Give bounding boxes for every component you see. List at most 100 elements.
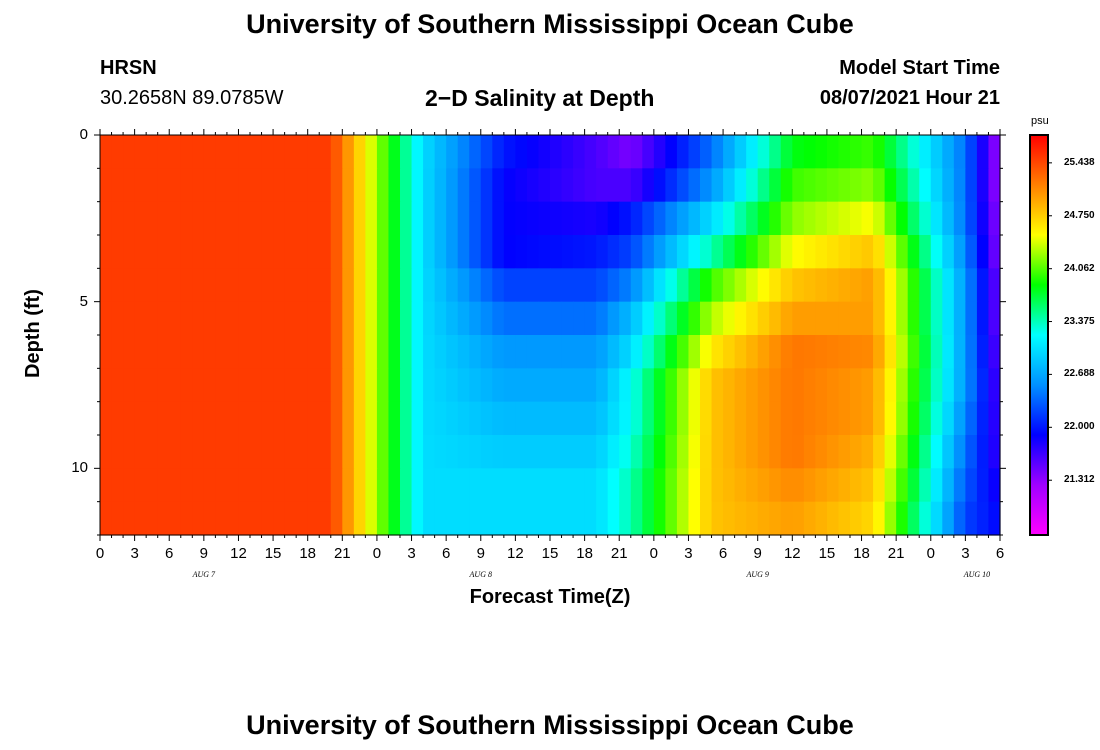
heatmap-cell xyxy=(307,401,320,436)
heatmap-cell xyxy=(353,435,366,469)
heatmap-cell xyxy=(734,501,747,536)
heatmap-cell xyxy=(134,168,147,203)
heatmap-cell xyxy=(434,501,447,536)
heatmap-cell xyxy=(515,168,528,203)
heatmap-cell xyxy=(100,135,113,169)
heatmap-cell xyxy=(365,268,378,303)
heatmap-cell xyxy=(480,135,493,169)
heatmap-cell xyxy=(480,201,493,236)
heatmap-cell xyxy=(619,335,632,369)
heatmap-cell xyxy=(919,468,932,503)
heatmap-cell xyxy=(792,301,805,336)
heatmap-cell xyxy=(907,201,920,236)
heatmap-cell xyxy=(723,335,736,369)
heatmap-cell xyxy=(180,135,193,169)
heatmap-cell xyxy=(203,368,216,403)
heatmap-cell xyxy=(826,335,840,369)
heatmap-cell xyxy=(688,201,701,236)
heatmap-cell xyxy=(965,235,978,269)
heatmap-cell xyxy=(919,201,932,236)
heatmap-cell xyxy=(653,501,666,536)
heatmap-cell xyxy=(711,468,724,503)
heatmap-cell xyxy=(273,301,286,336)
heatmap-cell xyxy=(480,468,493,503)
heatmap-cell xyxy=(873,201,886,236)
heatmap-cell xyxy=(238,201,251,236)
heatmap-cell xyxy=(826,235,840,269)
heatmap-cell xyxy=(296,135,309,169)
heatmap-cell xyxy=(780,501,793,536)
heatmap-cell xyxy=(123,335,136,369)
heatmap-cell xyxy=(769,468,782,503)
heatmap-cell xyxy=(538,335,551,369)
heatmap-cell xyxy=(642,401,655,436)
heatmap-cell xyxy=(769,168,782,203)
heatmap-cell xyxy=(284,335,297,369)
heatmap-cell xyxy=(146,235,159,269)
heatmap-cells xyxy=(100,135,1001,536)
heatmap-cell xyxy=(376,235,390,269)
heatmap-cell xyxy=(169,501,182,536)
heatmap-cell xyxy=(538,201,551,236)
heatmap-cell xyxy=(100,168,113,203)
heatmap-cell xyxy=(342,268,355,303)
heatmap-cell xyxy=(480,168,493,203)
x-tick-label: 0 xyxy=(926,545,935,562)
heatmap-cell xyxy=(492,201,505,236)
heatmap-cell xyxy=(919,268,932,303)
heatmap-cell xyxy=(226,168,240,203)
heatmap-cell xyxy=(723,135,736,169)
heatmap-cell xyxy=(157,501,170,536)
heatmap-cell xyxy=(134,468,147,503)
heatmap-cell xyxy=(192,401,205,436)
heatmap-cell xyxy=(353,135,366,169)
heatmap-cell xyxy=(573,335,586,369)
heatmap-cell xyxy=(688,368,701,403)
heatmap-cell xyxy=(157,335,170,369)
heatmap-cell xyxy=(919,368,932,403)
heatmap-cell xyxy=(711,335,724,369)
heatmap-cell xyxy=(676,435,690,469)
heatmap-cell xyxy=(584,435,597,469)
heatmap-cell xyxy=(250,401,263,436)
x-tick-label: 12 xyxy=(783,545,801,562)
heatmap-cell xyxy=(215,201,228,236)
x-tick-label: 15 xyxy=(541,545,559,562)
heatmap-cell xyxy=(688,501,701,536)
heatmap-cell xyxy=(826,368,840,403)
heatmap-cell xyxy=(850,401,863,436)
heatmap-cell xyxy=(457,335,470,369)
heatmap-cell xyxy=(676,301,690,336)
heatmap-cell xyxy=(284,501,297,536)
heatmap-cell xyxy=(769,135,782,169)
heatmap-cell xyxy=(226,501,240,536)
heatmap-cell xyxy=(423,501,436,536)
heatmap-cell xyxy=(942,135,955,169)
heatmap-cell xyxy=(665,335,678,369)
heatmap-cell xyxy=(388,335,401,369)
heatmap-cell xyxy=(550,468,563,503)
heatmap-cell xyxy=(226,468,240,503)
heatmap-cell xyxy=(134,435,147,469)
heatmap-cell xyxy=(169,468,182,503)
x-tick-label: 6 xyxy=(441,545,451,562)
heatmap-cell xyxy=(965,201,978,236)
heatmap-cell xyxy=(273,268,286,303)
heatmap-cell xyxy=(388,235,401,269)
heatmap-cell xyxy=(365,401,378,436)
heatmap-cell xyxy=(296,235,309,269)
heatmap-cell xyxy=(965,268,978,303)
heatmap-cell xyxy=(492,468,505,503)
heatmap-cell xyxy=(665,368,678,403)
heatmap-cell xyxy=(746,268,759,303)
heatmap-cell xyxy=(884,468,897,503)
heatmap-cell xyxy=(619,501,632,536)
heatmap-cell xyxy=(238,401,251,436)
heatmap-cell xyxy=(446,301,459,336)
heatmap-cell xyxy=(700,435,713,469)
heatmap-cell xyxy=(607,468,620,503)
heatmap-cell xyxy=(376,468,390,503)
heatmap-cell xyxy=(469,435,482,469)
heatmap-cell xyxy=(965,368,978,403)
heatmap-cell xyxy=(400,401,413,436)
